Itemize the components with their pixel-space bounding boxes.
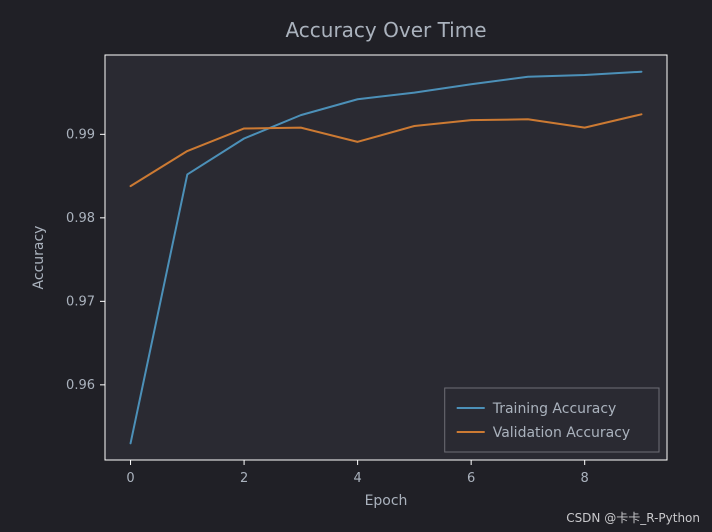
y-tick-label: 0.96 <box>66 378 95 393</box>
legend-label-0: Training Accuracy <box>492 401 617 417</box>
accuracy-chart: 0 2 4 6 8 0.96 0.97 0.98 0.99 Epoch Accuracy Accura… <box>0 0 712 532</box>
legend-box <box>445 388 659 452</box>
x-tick-label: 4 <box>353 471 361 486</box>
y-tick-label: 0.97 <box>66 294 95 309</box>
chart-title: Accuracy Over Time <box>285 18 486 42</box>
x-tick-label: 2 <box>240 471 248 486</box>
legend: Training Accuracy Validation Accuracy <box>445 388 659 452</box>
y-tick-label: 0.98 <box>66 211 95 226</box>
y-axis-label: Accuracy <box>31 226 47 290</box>
x-axis-label: Epoch <box>365 493 408 509</box>
x-tick-label: 8 <box>581 471 589 486</box>
y-tick-label: 0.99 <box>66 127 95 142</box>
x-tick-label: 0 <box>126 471 134 486</box>
chart-frame: 0 2 4 6 8 0.96 0.97 0.98 0.99 Epoch Accuracy Accura… <box>0 0 712 532</box>
legend-label-1: Validation Accuracy <box>493 425 630 441</box>
x-tick-label: 6 <box>467 471 475 486</box>
